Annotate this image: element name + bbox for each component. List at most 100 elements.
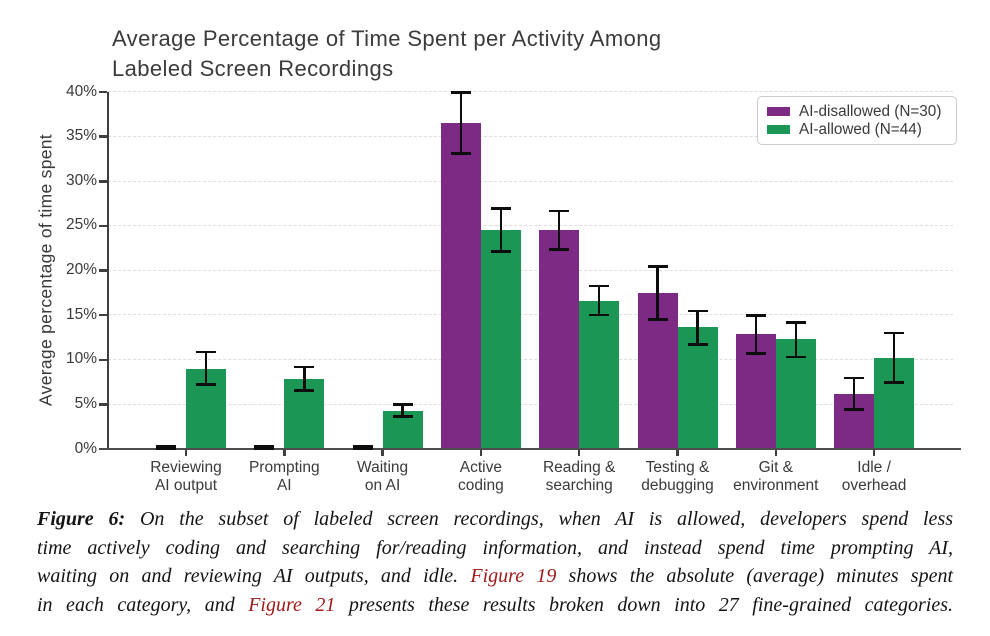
caption-text: On the subset of labeled screen recordin… [139,508,954,530]
y-axis-tick [99,313,107,317]
figure-label: Figure 6: [37,508,140,530]
legend: AI-disallowed (N=30) AI-allowed (N=44) [757,96,957,145]
y-tick-label: 30% [65,171,97,189]
gridline [108,359,953,360]
error-bar-line [204,351,208,385]
figure-ref-link[interactable]: Figure 19 [470,565,557,588]
x-tick-label: Prompting AI [248,459,320,494]
error-bar-cap-bottom [589,313,610,317]
figure-caption: Figure 6: On the subset of labeled scree… [37,505,953,619]
y-axis-tick [99,180,107,183]
x-axis-tick [872,450,876,456]
error-bar-cap-top [884,331,905,335]
x-axis-tick [577,450,581,456]
error-bar-cap-top [589,284,610,288]
bar-ai-allowed [480,230,521,449]
chart-title-line-1: Average Percentage of Time Spent per Act… [112,26,662,51]
error-bar-line [754,315,758,354]
y-tick-label: 20% [65,261,97,278]
gridline [108,314,953,316]
error-bar-line [499,208,503,252]
x-tick-label: Active coding [458,459,504,494]
y-tick-label: 40% [65,82,97,100]
gridline [108,403,953,405]
caption-text: presents these results broken down into … [335,593,953,616]
error-bar-cap-top [196,350,216,354]
error-bar-cap-top [549,209,570,213]
chart-title-line-2: Labeled Screen Recordings [112,55,394,81]
x-axis-tick [381,450,384,456]
y-axis-tick [99,90,107,94]
error-bar-cap-top [156,445,176,448]
y-tick-label: 15% [65,305,97,323]
y-tick-label: 35% [65,127,97,145]
caption-text: shows the absolute (average) minutes spe… [556,565,953,588]
error-bar-line [696,310,699,345]
x-tick-label: Reading & searching [542,459,616,494]
y-tick-label: 10% [65,350,97,368]
error-bar-line [852,377,856,410]
x-axis-tick [774,450,778,456]
legend-item-ai-disallowed: AI-disallowed (N=30) [767,103,947,120]
error-bar-line [557,210,561,250]
error-bar-cap-bottom [785,355,806,359]
legend-swatch-ai-allowed [767,125,790,134]
error-bar-cap-top [254,445,275,448]
error-bar-cap-top [844,376,865,380]
y-axis-tick [99,403,107,406]
bar-ai-allowed [579,300,620,449]
bar-ai-allowed [677,326,718,449]
error-bar-line [303,366,306,391]
figure-ref-link[interactable]: Figure 21 [248,593,336,616]
x-axis-tick [479,450,483,456]
legend-label-ai-disallowed: AI-disallowed (N=30) [799,102,942,120]
x-axis-tick [676,450,679,456]
error-bar-cap-top [392,403,413,406]
y-tick-label: 0% [74,439,97,457]
chart-title: Average Percentage of Time Spent per Act… [112,24,662,83]
bar-ai-disallowed [539,230,580,449]
x-tick-label: Waiting on AI [357,459,409,494]
error-bar-cap-top [647,265,668,268]
caption-line: waiting on and reviewing AI outputs, and… [37,562,953,591]
caption-text: waiting on and reviewing AI outputs, and… [37,565,471,588]
error-bar-cap-bottom [156,447,176,450]
error-bar-cap-bottom [196,383,216,386]
x-axis-line [100,447,961,451]
error-bar-cap-bottom [352,447,373,450]
error-bar-cap-top [785,321,806,324]
y-axis-tick [99,224,107,228]
caption-text: in each category, and [37,593,249,616]
error-bar-cap-bottom [884,381,905,384]
error-bar-cap-bottom [549,248,570,251]
x-tick-label: Git & environment [733,459,819,494]
caption-line: Figure 6: On the subset of labeled scree… [37,505,953,534]
x-tick-label: Reviewing AI output [150,459,222,494]
error-bar-cap-top [450,91,471,94]
y-tick-label: 5% [74,394,97,412]
x-axis-tick [283,450,286,456]
error-bar-cap-top [490,207,511,210]
legend-label-ai-allowed: AI-allowed (N=44) [799,120,922,138]
error-bar-cap-bottom [254,447,275,450]
error-bar-line [401,404,404,417]
error-bar-cap-bottom [392,415,413,418]
error-bar-line [794,322,798,358]
x-axis-tick [184,450,188,456]
y-axis-tick [99,269,107,272]
error-bar-cap-top [294,365,315,369]
error-bar-cap-bottom [450,152,471,155]
error-bar-cap-top [352,445,373,448]
x-tick-label: Testing & debugging [641,459,714,494]
error-bar-line [892,332,896,383]
y-tick-label: 25% [65,216,97,234]
error-bar-cap-bottom [687,343,708,346]
caption-text: time actively coding and searching for/r… [37,536,953,559]
gridline [108,225,953,227]
error-bar-line [597,285,601,316]
caption-line: in each category, and Figure 21 presents… [37,591,953,620]
error-bar-cap-bottom [745,352,766,355]
y-axis-spine [106,92,109,449]
gridline [108,180,953,182]
